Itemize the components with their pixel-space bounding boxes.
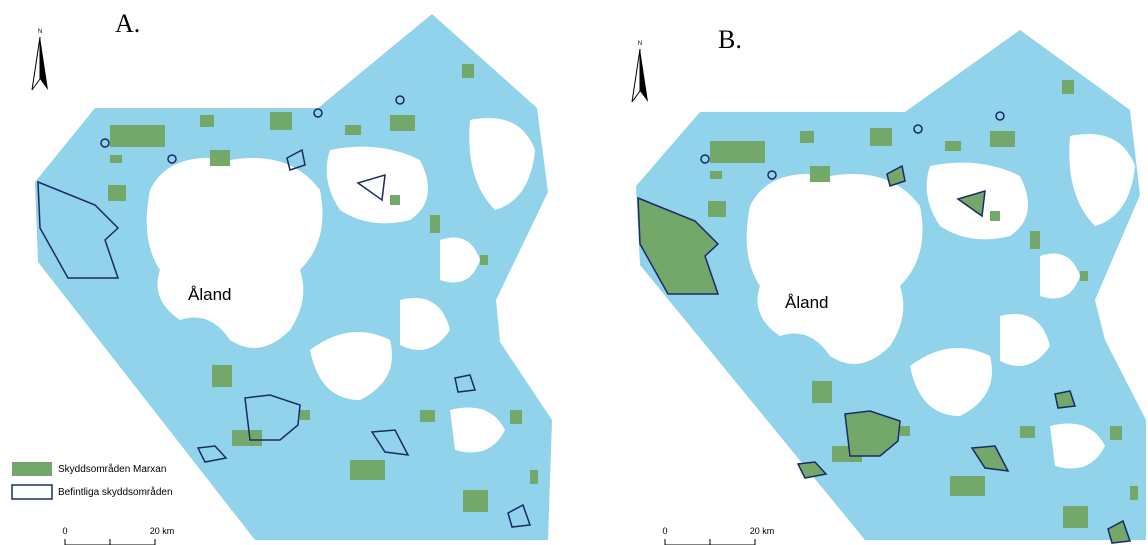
- legend-label: Befintliga skyddsområden: [58, 486, 173, 498]
- scale-label: 0: [662, 526, 667, 536]
- north-arrow: [40, 37, 48, 90]
- marxan-area: [345, 125, 361, 135]
- marxan-area: [950, 476, 985, 496]
- marxan-area: [232, 430, 262, 446]
- marxan-area: [800, 131, 814, 143]
- marxan-area: [300, 410, 310, 420]
- marxan-area: [420, 410, 435, 422]
- marxan-area: [430, 215, 440, 233]
- marxan-area: [1130, 486, 1138, 500]
- north-arrow: [32, 37, 40, 90]
- map-figure: Skyddsområden Marxan Befintliga skyddsom…: [0, 0, 1148, 545]
- scale-label: 20 km: [150, 526, 175, 536]
- marxan-area: [350, 460, 385, 480]
- marxan-area: [710, 171, 722, 179]
- marxan-area: [710, 141, 765, 163]
- marxan-area: [212, 365, 232, 387]
- marxan-area: [530, 470, 538, 484]
- marxan-area: [108, 185, 126, 201]
- marxan-area: [1030, 231, 1040, 249]
- north-label: N: [638, 41, 642, 47]
- marxan-area: [1080, 271, 1088, 281]
- map-body: [35, 14, 552, 540]
- marxan-area: [1020, 426, 1035, 438]
- marxan-area: [810, 166, 830, 182]
- marxan-area: [480, 255, 488, 265]
- marxan-area: [945, 141, 961, 151]
- marxan-area: [462, 64, 474, 78]
- marxan-area: [870, 128, 892, 146]
- map-body: [636, 30, 1146, 543]
- legend-label: Skyddsområden Marxan: [58, 463, 166, 475]
- scale-label: 20 km: [750, 526, 775, 536]
- panel-label: B.: [718, 25, 742, 54]
- marxan-area: [110, 155, 122, 163]
- marxan-area: [390, 195, 400, 205]
- marxan-area: [990, 131, 1015, 147]
- marxan-area: [1110, 426, 1122, 440]
- legend-swatch-marxan: [12, 462, 52, 476]
- place-name: Åland: [785, 293, 828, 312]
- north-label: N: [38, 29, 42, 35]
- panel-label: A.: [115, 9, 140, 38]
- scale-label: 0: [62, 526, 67, 536]
- north-arrow: [640, 49, 648, 102]
- marxan-area: [900, 426, 910, 436]
- marxan-area: [270, 112, 292, 130]
- legend-swatch-existing: [12, 485, 52, 499]
- marxan-area: [510, 410, 522, 424]
- marxan-area: [708, 201, 726, 217]
- marxan-area: [210, 150, 230, 166]
- north-arrow: [632, 49, 640, 102]
- place-name: Åland: [188, 285, 231, 304]
- marxan-area: [1062, 80, 1074, 94]
- marxan-area: [463, 490, 488, 512]
- marxan-area: [390, 115, 415, 131]
- marxan-area: [812, 381, 832, 403]
- map-panel: B. N Åland 0 20 km: [632, 25, 1146, 545]
- marxan-area: [200, 115, 214, 127]
- marxan-area: [110, 125, 165, 147]
- marxan-area: [1063, 506, 1088, 528]
- marxan-area: [990, 211, 1000, 221]
